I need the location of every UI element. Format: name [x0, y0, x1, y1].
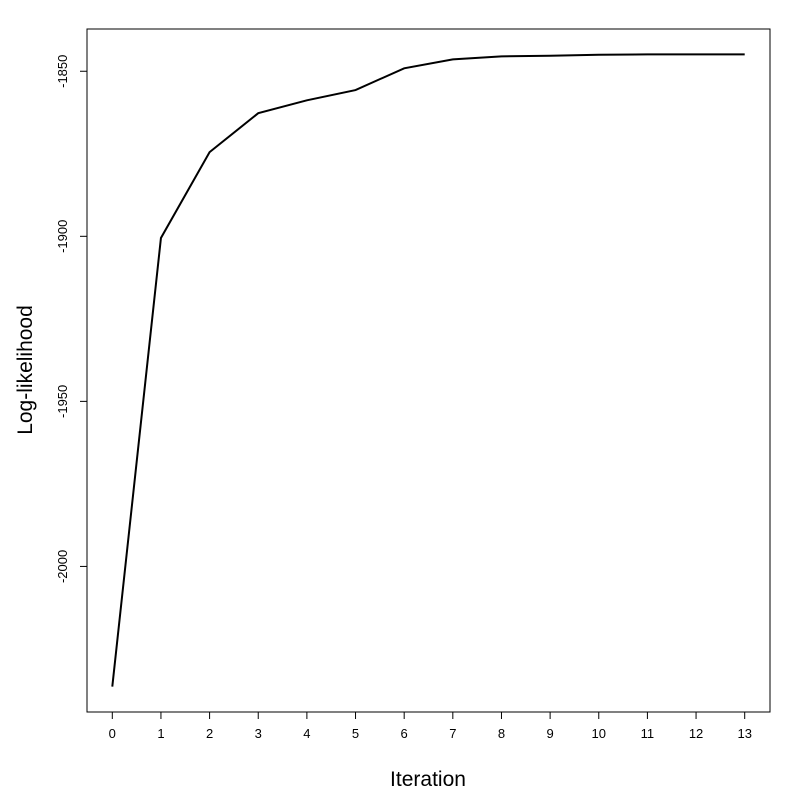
data-line — [111, 53, 745, 687]
x-axis-label: Iteration — [390, 768, 466, 791]
x-tick-label: 0 — [109, 726, 116, 741]
y-tick-label: -2000 — [55, 550, 70, 583]
x-tick-label: 5 — [352, 726, 359, 741]
y-axis-label: Log-likelihood — [14, 305, 37, 435]
plot-frame — [86, 28, 771, 713]
x-tick-label: 2 — [206, 726, 213, 741]
x-tick-label: 7 — [449, 726, 456, 741]
x-tick-label: 9 — [546, 726, 553, 741]
x-tick-label: 13 — [737, 726, 751, 741]
y-tick-label: -1950 — [55, 385, 70, 418]
x-tick-label: 4 — [303, 726, 310, 741]
y-tick-label: -1900 — [55, 220, 70, 253]
x-tick-label: 10 — [592, 726, 606, 741]
x-tick-label: 8 — [498, 726, 505, 741]
x-tick-label: 12 — [689, 726, 703, 741]
x-tick-label: 1 — [157, 726, 164, 741]
x-tick-label: 6 — [401, 726, 408, 741]
y-tick-label: -1850 — [55, 55, 70, 88]
x-tick-label: 11 — [641, 726, 655, 741]
x-tick-label: 3 — [255, 726, 262, 741]
